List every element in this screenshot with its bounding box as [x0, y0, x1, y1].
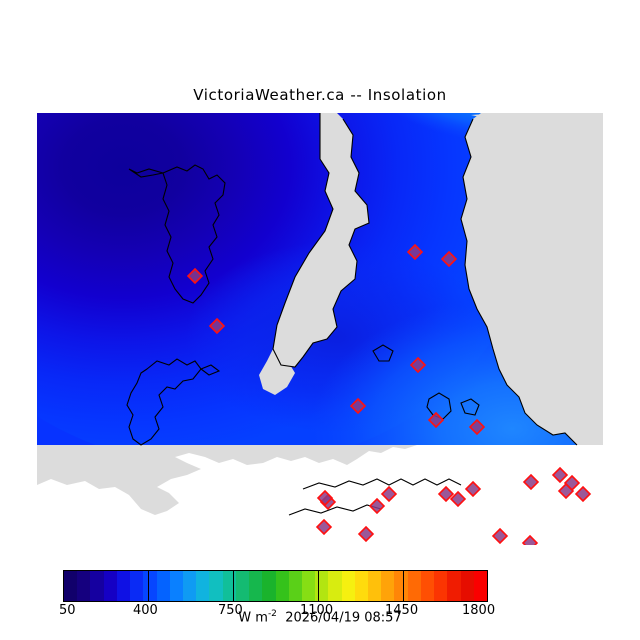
colorbar-swatch	[156, 571, 170, 601]
units-label: W m	[238, 610, 268, 626]
colorbar-label-0: 50	[59, 603, 76, 618]
colorbar-swatch	[275, 571, 289, 601]
colorbar-swatch	[394, 571, 408, 601]
colorbar-swatch	[407, 571, 421, 601]
colorbar-swatch	[434, 571, 448, 601]
map-overlay	[37, 113, 603, 545]
colorbar-swatch	[368, 571, 382, 601]
colorbar-swatch	[420, 571, 435, 601]
colorbar-label-1: 400	[133, 603, 158, 618]
colorbar-swatch	[288, 571, 302, 601]
colorbar-label-3: 1100	[300, 603, 334, 618]
colorbar-tick	[233, 570, 234, 602]
page-title: VictoriaWeather.ca -- Insolation	[193, 86, 447, 104]
colorbar-swatch	[473, 571, 487, 601]
land-mask	[259, 113, 603, 445]
timestamp: 2026/04/19 08:57	[285, 610, 402, 626]
colorbar-swatch	[130, 571, 144, 601]
station-markers	[186, 243, 592, 545]
colorbar-swatch	[447, 571, 461, 601]
colorbar-swatch	[341, 571, 355, 601]
colorbar-swatch	[235, 571, 250, 601]
colorbar-tick	[63, 570, 64, 602]
colorbar-swatch	[103, 571, 117, 601]
colorbar-swatch	[301, 571, 316, 601]
units-exponent: -2	[267, 609, 277, 619]
colorbar-tick	[318, 570, 319, 602]
colorbar-swatch	[249, 571, 263, 601]
colorbar-swatch	[354, 571, 369, 601]
colorbar-swatch	[381, 571, 395, 601]
colorbar-label-5: 1800	[462, 603, 496, 618]
colorbar-swatch	[222, 571, 236, 601]
colorbar-label-2: 750	[218, 603, 243, 618]
coastline	[126, 113, 578, 516]
colorbar-tick	[487, 570, 488, 602]
colorbar-swatch	[196, 571, 210, 601]
colorbar-swatch	[169, 571, 183, 601]
colorbar-swatch	[64, 571, 78, 601]
colorbar-swatch	[460, 571, 474, 601]
colorbar-swatch	[90, 571, 104, 601]
colorbar-tick	[148, 570, 149, 602]
colorbar-swatch	[143, 571, 157, 601]
colorbar-swatch	[116, 571, 131, 601]
colorbar-gradient	[63, 570, 488, 602]
colorbar-swatch	[182, 571, 197, 601]
colorbar-swatch	[209, 571, 223, 601]
colorbar-tick	[403, 570, 404, 602]
colorbar: 50 400 750 1100 1450 1800	[59, 570, 495, 618]
colorbar-swatch	[328, 571, 342, 601]
colorbar-swatch	[77, 571, 91, 601]
map-panel[interactable]	[37, 113, 603, 545]
units-and-timestamp: W m-2 2026/04/19 08:57	[0, 609, 640, 625]
colorbar-label-4: 1450	[385, 603, 419, 618]
colorbar-swatch	[262, 571, 276, 601]
